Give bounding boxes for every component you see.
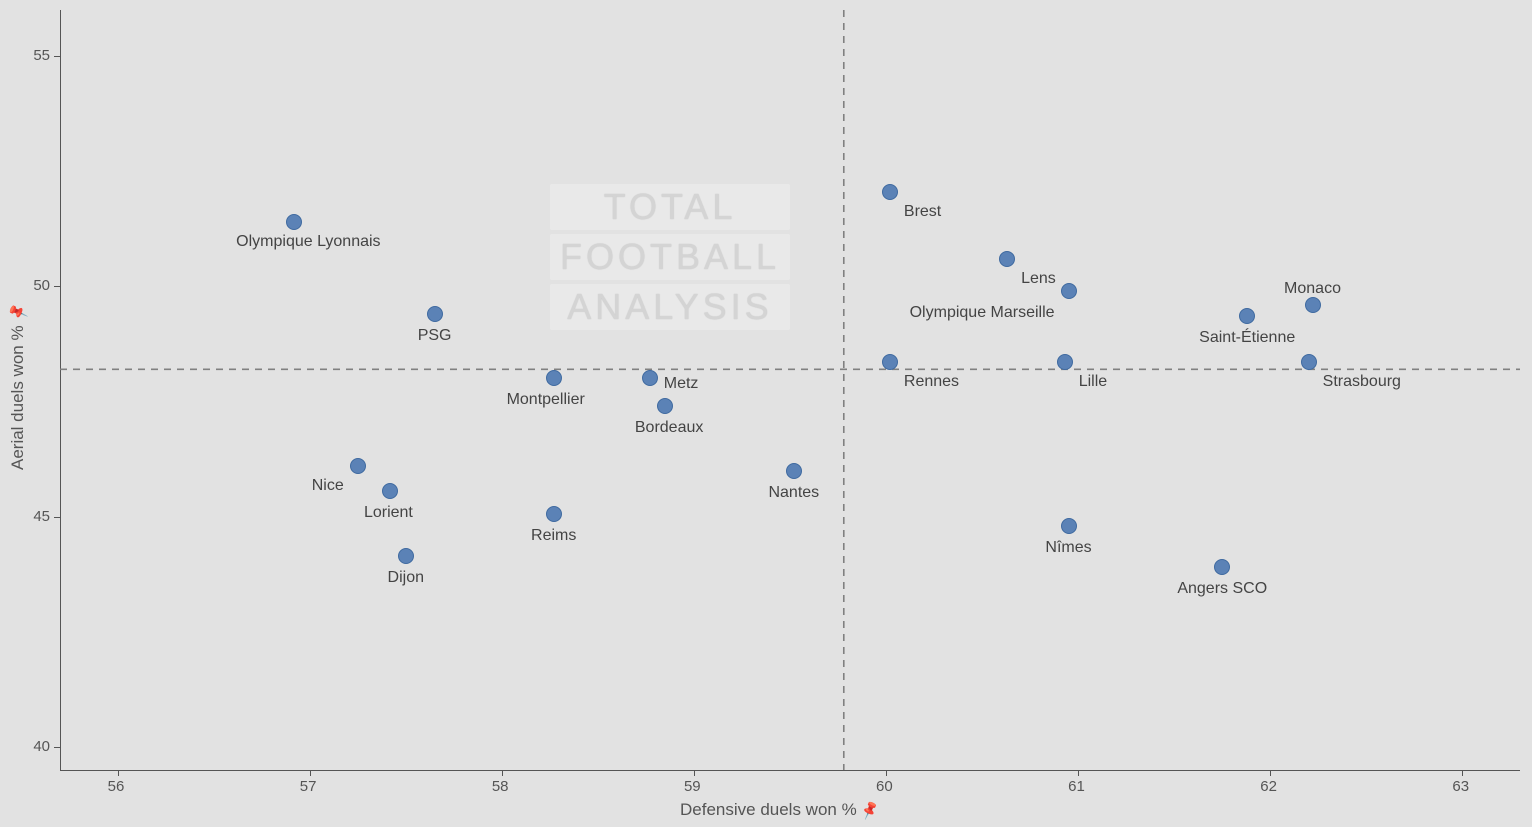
data-point <box>657 398 673 414</box>
data-point-label: Dijon <box>286 570 526 586</box>
data-point <box>1057 354 1073 370</box>
data-point <box>1061 283 1077 299</box>
data-point-label: Nantes <box>674 485 914 501</box>
x-axis-title-text: Defensive duels won % <box>680 800 857 819</box>
data-point <box>1301 354 1317 370</box>
data-point <box>546 506 562 522</box>
data-point-label: Metz <box>664 376 699 392</box>
data-point <box>398 548 414 564</box>
scatter-chart: TOTALFOOTBALLANALYSIS5657585960616263404… <box>0 0 1532 827</box>
data-point <box>642 370 658 386</box>
data-point-label: Lorient <box>268 505 508 521</box>
data-point-label: Lille <box>1079 374 1107 390</box>
data-point-label: PSG <box>315 328 555 344</box>
data-point-label: Bordeaux <box>549 420 789 436</box>
data-point <box>382 483 398 499</box>
data-point-label: Monaco <box>1193 281 1433 297</box>
pin-icon: 📌 <box>8 301 30 323</box>
data-point-label: Reims <box>434 528 674 544</box>
data-point-label: Nice <box>144 478 344 494</box>
reference-lines <box>0 0 1532 827</box>
data-point-label: Saint-Étienne <box>1127 330 1367 346</box>
data-point <box>546 370 562 386</box>
data-point <box>1239 308 1255 324</box>
data-point-label: Rennes <box>904 374 959 390</box>
y-axis-title: Aerial duels won % 📌 <box>8 303 28 470</box>
data-point <box>350 458 366 474</box>
data-point-label: Angers SCO <box>1102 581 1342 597</box>
data-point <box>882 184 898 200</box>
data-point-label: Nîmes <box>949 540 1189 556</box>
data-point <box>286 214 302 230</box>
y-axis-title-text: Aerial duels won % <box>8 325 27 470</box>
data-point <box>999 251 1015 267</box>
data-point <box>1061 518 1077 534</box>
data-point-label: Lens <box>1021 271 1056 287</box>
data-point-label: Olympique Lyonnais <box>188 234 428 250</box>
data-point-label: Olympique Marseille <box>855 305 1055 321</box>
x-axis-title: Defensive duels won % 📌 <box>680 800 879 820</box>
data-point-label: Strasbourg <box>1323 374 1401 390</box>
data-point-label: Brest <box>904 204 941 220</box>
data-point <box>1214 559 1230 575</box>
data-point-label: Montpellier <box>426 392 666 408</box>
data-point <box>427 306 443 322</box>
data-point <box>882 354 898 370</box>
data-point <box>1305 297 1321 313</box>
pin-icon: 📌 <box>859 800 881 822</box>
data-point <box>786 463 802 479</box>
